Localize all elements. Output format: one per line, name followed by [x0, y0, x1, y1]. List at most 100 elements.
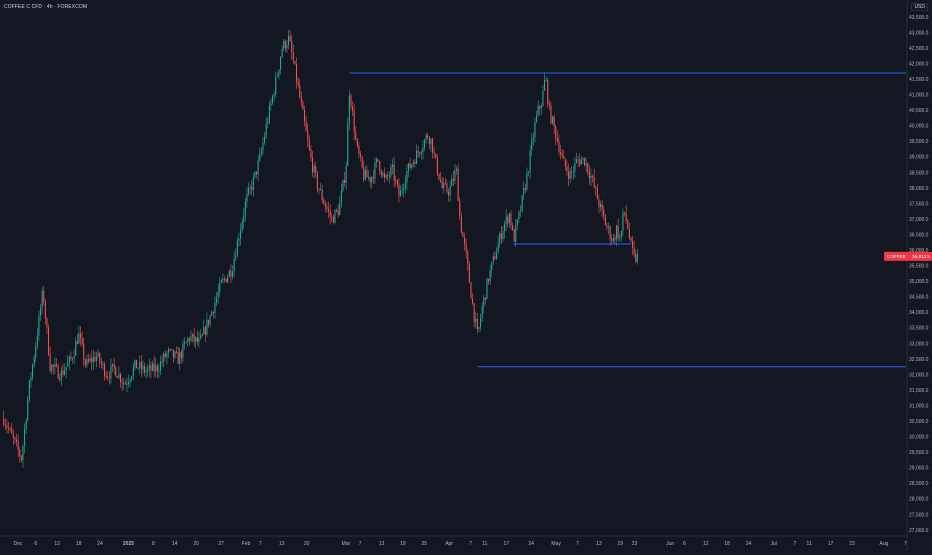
candle-body — [364, 169, 366, 180]
candle-body — [123, 383, 125, 384]
x-tick-label: 7 — [359, 541, 362, 547]
candle-body — [561, 154, 563, 157]
candle-body — [171, 349, 173, 351]
x-tick-label: 7 — [794, 541, 797, 547]
candle-body — [505, 216, 507, 225]
candle-body — [609, 226, 611, 240]
candle-body — [206, 319, 208, 335]
candle-body — [14, 437, 16, 440]
candle-body — [15, 439, 18, 442]
candle-body — [222, 278, 224, 281]
candle-body — [332, 216, 334, 223]
candle-body — [447, 191, 450, 196]
candle-body — [383, 173, 386, 178]
candle-body — [76, 341, 78, 344]
candle-body — [420, 152, 422, 155]
candle-body — [577, 159, 579, 161]
x-tick-label: Mar — [342, 541, 351, 547]
candle-body — [380, 170, 382, 176]
candle-body — [199, 336, 202, 339]
candle-body — [23, 429, 26, 447]
candle-body — [375, 159, 378, 163]
candle-body — [387, 175, 389, 177]
y-tick-label: 30,500.0 — [909, 419, 929, 425]
candle-body — [283, 40, 285, 49]
candle-body — [223, 278, 226, 280]
candle-body — [174, 351, 176, 358]
candle-body — [382, 173, 384, 176]
candle-body — [195, 337, 197, 342]
candle-body — [603, 209, 605, 217]
candle-body — [483, 297, 485, 308]
candle-body — [203, 327, 205, 335]
candle-body — [523, 188, 525, 196]
y-tick-label: 43,000.0 — [909, 30, 929, 36]
candle-body — [187, 338, 189, 342]
y-tick-label: 41,000.0 — [909, 93, 929, 99]
candle-body — [390, 166, 392, 176]
candle-body — [12, 433, 14, 438]
candle-body — [207, 319, 210, 325]
candle-body — [63, 370, 66, 375]
candle-body — [478, 327, 480, 330]
candle-body — [324, 203, 326, 208]
candle-body — [115, 367, 117, 377]
candle-body — [579, 159, 581, 165]
candle-body — [47, 327, 50, 355]
candle-body — [542, 90, 544, 107]
candle-body — [214, 302, 216, 313]
candle-body — [212, 311, 214, 313]
candle-body — [19, 449, 21, 457]
candle-body — [231, 271, 234, 277]
candle-body — [299, 85, 301, 97]
candle-body — [511, 225, 514, 230]
x-tick-label: Feb — [242, 541, 251, 547]
candle-body — [227, 276, 229, 283]
y-tick-label: 35,000.0 — [909, 279, 929, 285]
candle-body — [607, 226, 610, 228]
x-tick-label: 6 — [34, 541, 37, 547]
candle-body — [243, 214, 245, 222]
candle-body — [276, 75, 278, 77]
x-tick-label: 7 — [259, 541, 262, 547]
candle-body — [531, 140, 533, 151]
candle-body — [60, 370, 62, 381]
symbol-title[interactable]: COFFEE C CFD · 4h · FOREXCOM — [4, 4, 88, 10]
x-tick-label: 19 — [617, 541, 623, 547]
candle-body — [611, 239, 613, 241]
candle-body — [494, 256, 496, 260]
candle-body — [491, 262, 493, 270]
candle-body — [62, 370, 64, 375]
candle-body — [156, 365, 158, 372]
candle-body — [313, 166, 315, 173]
y-tick-label: 42,000.0 — [909, 61, 929, 67]
candle-body — [235, 256, 237, 259]
candle-body — [411, 164, 413, 168]
y-tick-label: 34,000.0 — [909, 310, 929, 316]
candle-body — [471, 298, 474, 304]
candle-body — [433, 152, 435, 154]
candle-body — [121, 382, 123, 384]
candle-body — [147, 368, 149, 372]
candle-body — [20, 456, 22, 461]
candle-body — [172, 349, 174, 358]
candle-body — [348, 95, 350, 125]
y-tick-label: 39,500.0 — [909, 139, 929, 145]
y-tick-label: 29,500.0 — [909, 450, 929, 456]
y-tick-label: 30,000.0 — [909, 435, 929, 441]
candle-body — [486, 278, 488, 300]
candle-body — [137, 367, 139, 369]
candle-body — [131, 376, 133, 380]
candle-body — [431, 138, 434, 153]
currency-label[interactable]: USD — [911, 3, 928, 11]
candle-body — [619, 237, 621, 239]
candle-body — [55, 364, 58, 366]
candle-body — [251, 187, 253, 191]
candle-body — [267, 121, 269, 124]
x-tick-label: Jul — [770, 541, 776, 547]
candle-body — [177, 352, 179, 364]
candle-body — [244, 201, 246, 215]
candle-body — [22, 446, 24, 461]
